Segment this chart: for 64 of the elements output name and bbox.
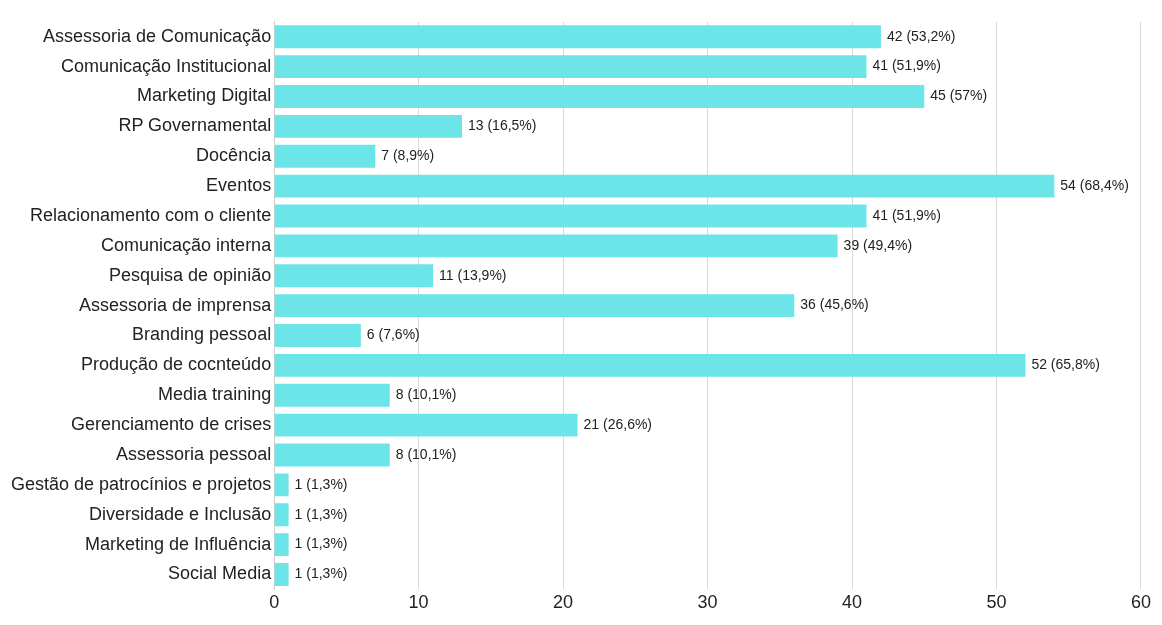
x-tick-label: 0	[269, 592, 280, 613]
y-tick-label: Produção de cocnteúdo	[81, 354, 272, 375]
data-label: 1 (1,3%)	[294, 535, 348, 552]
y-tick-label: Branding pessoal	[132, 324, 272, 345]
bar	[274, 204, 867, 228]
data-label: 8 (10,1%)	[395, 386, 457, 403]
y-tick-label: Comunicação interna	[101, 234, 273, 255]
data-label: 1 (1,3%)	[294, 475, 348, 492]
data-label: 41 (51,9%)	[872, 206, 941, 223]
bar	[274, 294, 795, 318]
y-tick-label: Docência	[196, 145, 273, 166]
bar	[274, 234, 838, 258]
data-label: 1 (1,3%)	[294, 505, 348, 522]
data-label: 1 (1,3%)	[294, 565, 348, 582]
y-tick-label: Assessoria de imprensa	[79, 294, 273, 315]
y-tick-label: Media training	[158, 384, 272, 405]
data-label: 7 (8,9%)	[381, 147, 435, 164]
bar	[274, 503, 289, 527]
bar	[274, 174, 1055, 198]
bar	[274, 413, 578, 437]
y-tick-label: Assessoria pessoal	[116, 443, 272, 464]
x-tick-label: 10	[408, 592, 429, 613]
bar	[274, 264, 434, 288]
bar	[274, 55, 867, 79]
data-label: 52 (65,8%)	[1031, 356, 1100, 373]
x-tick-label: 50	[986, 592, 1007, 613]
y-tick-label: Assessoria de Comunicação	[43, 25, 272, 46]
bar	[274, 443, 390, 467]
y-tick-label: Gerenciamento de crises	[71, 414, 272, 435]
bar	[274, 85, 925, 108]
y-tick-label: Comunicação Institucional	[61, 55, 272, 76]
x-tick-label: 60	[1130, 592, 1151, 613]
bar	[274, 25, 881, 49]
data-label: 13 (16,5%)	[467, 117, 537, 134]
bar	[274, 353, 1026, 377]
y-tick-label: Diversidade e Inclusão	[89, 503, 272, 524]
bar	[274, 383, 390, 407]
y-tick-label: Relacionamento com o cliente	[30, 204, 272, 225]
x-tick-label: 20	[553, 592, 574, 613]
data-label: 36 (45,6%)	[800, 296, 869, 313]
bar	[274, 473, 289, 497]
data-label: 54 (68,4%)	[1060, 176, 1129, 193]
bar	[274, 114, 462, 138]
y-tick-label: Social Media	[168, 563, 273, 584]
data-label: 42 (53,2%)	[886, 27, 956, 44]
bar	[274, 563, 289, 586]
bar	[274, 144, 376, 168]
data-label: 39 (49,4%)	[843, 236, 913, 253]
data-label: 6 (7,6%)	[366, 326, 420, 343]
bar	[274, 533, 289, 557]
data-label: 21 (26,6%)	[583, 415, 653, 432]
data-label: 45 (57%)	[930, 87, 988, 104]
data-label: 11 (13,9%)	[439, 266, 507, 283]
data-label: 41 (51,9%)	[872, 57, 941, 74]
x-tick-label: 30	[697, 592, 718, 613]
y-tick-label: Marketing de Influência	[85, 533, 273, 554]
x-tick-label: 40	[842, 592, 863, 613]
y-tick-label: RP Governamental	[118, 115, 272, 136]
y-tick-label: Gestão de patrocínios e projetos	[11, 473, 272, 494]
y-tick-label: Marketing Digital	[137, 85, 272, 106]
bar	[274, 324, 361, 347]
data-label: 8 (10,1%)	[395, 445, 457, 462]
y-tick-label: Pesquisa de opinião	[109, 264, 272, 285]
y-tick-label: Eventos	[206, 175, 272, 196]
